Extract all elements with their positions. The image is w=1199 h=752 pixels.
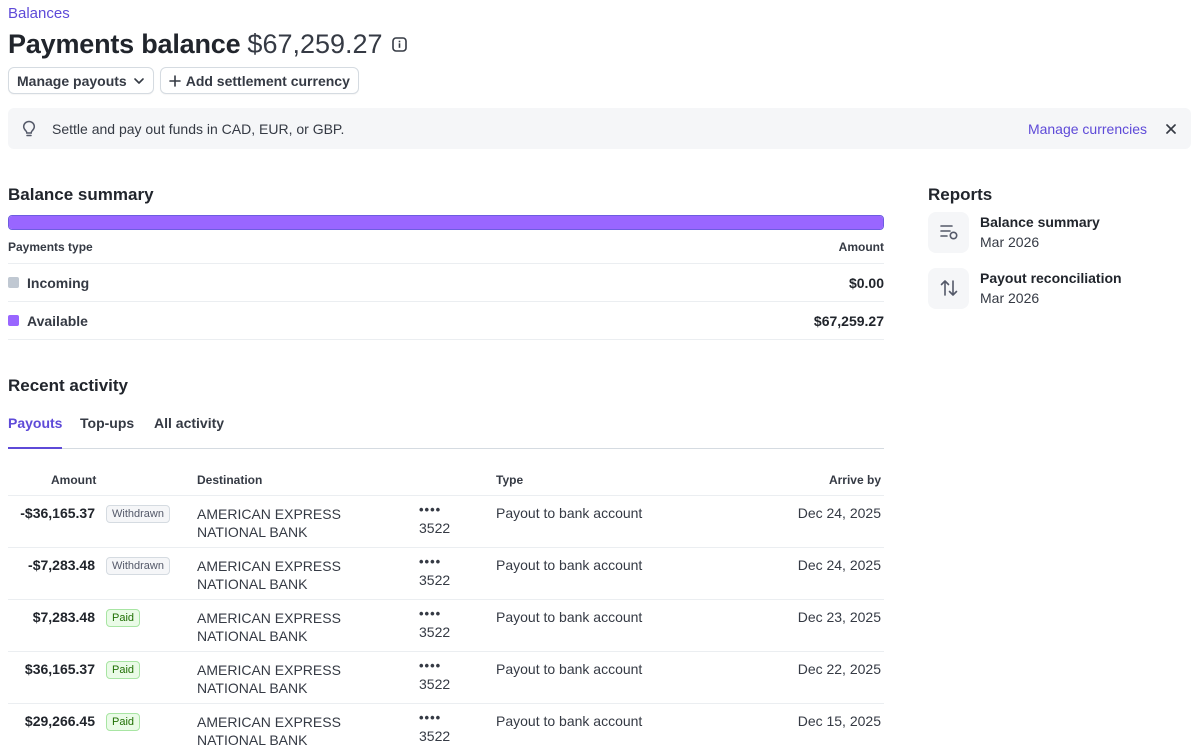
arrive-date: Dec 24, 2025: [797, 557, 881, 573]
account-last4: 3522: [419, 520, 451, 536]
manage-currencies-link[interactable]: Manage currencies: [1027, 120, 1147, 137]
masked-dots: ••••: [419, 658, 442, 673]
arrive-date: Dec 22, 2025: [797, 661, 881, 677]
masked-dots: ••••: [419, 502, 442, 517]
payout-type: Payout to bank account: [496, 713, 643, 729]
status-badge: Paid: [106, 609, 141, 627]
header-actions: Manage payouts Add settlement currency: [8, 67, 359, 94]
account-last4: 3522: [419, 572, 451, 588]
add-settlement-currency-button[interactable]: Add settlement currency: [159, 67, 359, 94]
report-payout-reconciliation[interactable]: Payout reconciliation Mar 2026: [928, 267, 1188, 309]
payout-amount: -$7,283.48: [28, 557, 95, 573]
summary-row-available: Available $67,259.27: [8, 302, 884, 340]
info-icon[interactable]: [391, 36, 407, 52]
table-row[interactable]: -$7,283.48 Withdrawn AMERICAN EXPRESS NA…: [8, 548, 884, 600]
summary-amount: $67,259.27: [813, 312, 884, 329]
account-number: •••• 3522: [419, 656, 450, 693]
destination-bank: AMERICAN EXPRESS NATIONAL BANK: [197, 714, 341, 748]
payout-type: Payout to bank account: [496, 609, 643, 625]
available-fill: [9, 216, 883, 229]
plus-icon: [168, 74, 181, 87]
account-number: •••• 3522: [419, 552, 450, 589]
masked-dots: ••••: [419, 710, 442, 725]
summary-label: Incoming: [27, 274, 90, 291]
report-title: Balance summary: [980, 214, 1100, 230]
manage-payouts-label: Manage payouts: [17, 72, 127, 89]
payments-type-header: Payments type: [8, 240, 93, 254]
page-title: Payments balance: [8, 28, 241, 59]
account-last4: 3522: [419, 728, 451, 744]
status-badge: Paid: [106, 661, 141, 679]
report-list-icon: [928, 211, 969, 253]
banner-text: Settle and pay out funds in CAD, EUR, or…: [52, 120, 345, 137]
page-header: Payments balance $67,259.27: [8, 27, 407, 61]
available-swatch: [8, 315, 19, 326]
column-header-destination[interactable]: Destination: [197, 473, 263, 487]
status-badge: Withdrawn: [106, 505, 170, 523]
report-period: Mar 2026: [980, 234, 1040, 250]
payout-amount: $29,266.45: [24, 713, 95, 729]
account-last4: 3522: [419, 624, 451, 640]
close-icon[interactable]: [1165, 122, 1177, 140]
breadcrumb-balances[interactable]: Balances: [8, 5, 70, 22]
arrive-date: Dec 23, 2025: [797, 609, 881, 625]
arrive-date: Dec 24, 2025: [797, 505, 881, 521]
payout-amount: -$36,165.37: [20, 505, 95, 521]
summary-amount: $0.00: [848, 274, 884, 291]
tab-all-activity[interactable]: All activity: [154, 415, 225, 431]
column-header-type[interactable]: Type: [496, 473, 524, 487]
table-row[interactable]: $36,165.37 Paid AMERICAN EXPRESS NATIONA…: [8, 652, 884, 704]
column-header-arrive-by[interactable]: Arrive by: [828, 473, 881, 487]
payout-amount: $36,165.37: [24, 661, 95, 677]
account-number: •••• 3522: [419, 500, 450, 537]
status-badge: Withdrawn: [106, 557, 170, 575]
summary-header: Payments type Amount: [8, 240, 884, 264]
destination-bank: AMERICAN EXPRESS NATIONAL BANK: [197, 610, 341, 644]
summary-row-incoming: Incoming $0.00: [8, 264, 884, 302]
recent-activity-title: Recent activity: [8, 376, 128, 395]
payout-type: Payout to bank account: [496, 505, 643, 521]
column-header-amount[interactable]: Amount: [51, 473, 97, 487]
account-number: •••• 3522: [419, 708, 450, 745]
manage-payouts-button[interactable]: Manage payouts: [8, 67, 154, 94]
tab-payouts[interactable]: Payouts: [8, 415, 63, 449]
incoming-swatch: [8, 277, 19, 288]
report-title: Payout reconciliation: [980, 270, 1122, 286]
arrows-updown-icon: [928, 267, 969, 309]
balance-amount: $67,259.27: [247, 28, 383, 59]
info-banner: Settle and pay out funds in CAD, EUR, or…: [8, 108, 1191, 149]
chevron-down-icon: [133, 75, 145, 87]
add-settlement-currency-label: Add settlement currency: [185, 72, 350, 89]
lightbulb-icon: [22, 120, 36, 143]
balance-progress-bar: [8, 215, 884, 230]
report-period: Mar 2026: [980, 290, 1040, 306]
masked-dots: ••••: [419, 606, 442, 621]
balance-summary-title: Balance summary: [8, 185, 154, 204]
destination-bank: AMERICAN EXPRESS NATIONAL BANK: [197, 558, 341, 592]
table-header-divider: [8, 495, 884, 496]
table-row[interactable]: -$36,165.37 Withdrawn AMERICAN EXPRESS N…: [8, 496, 884, 548]
summary-label: Available: [27, 312, 88, 329]
account-number: •••• 3522: [419, 604, 450, 641]
report-balance-summary[interactable]: Balance summary Mar 2026: [928, 211, 1188, 253]
table-row[interactable]: $29,266.45 Paid AMERICAN EXPRESS NATIONA…: [8, 704, 884, 752]
amount-header: Amount: [838, 240, 884, 254]
tab-top-ups[interactable]: Top-ups: [80, 415, 135, 431]
destination-bank: AMERICAN EXPRESS NATIONAL BANK: [197, 662, 341, 696]
destination-bank: AMERICAN EXPRESS NATIONAL BANK: [197, 506, 341, 540]
arrive-date: Dec 15, 2025: [797, 713, 881, 729]
reports-title: Reports: [928, 185, 993, 204]
masked-dots: ••••: [419, 554, 442, 569]
activity-tabs: Payouts Top-ups All activity: [8, 405, 884, 449]
payout-type: Payout to bank account: [496, 557, 643, 573]
account-last4: 3522: [419, 676, 451, 692]
table-row[interactable]: $7,283.48 Paid AMERICAN EXPRESS NATIONAL…: [8, 600, 884, 652]
payout-amount: $7,283.48: [32, 609, 95, 625]
payout-type: Payout to bank account: [496, 661, 643, 677]
status-badge: Paid: [106, 713, 141, 731]
